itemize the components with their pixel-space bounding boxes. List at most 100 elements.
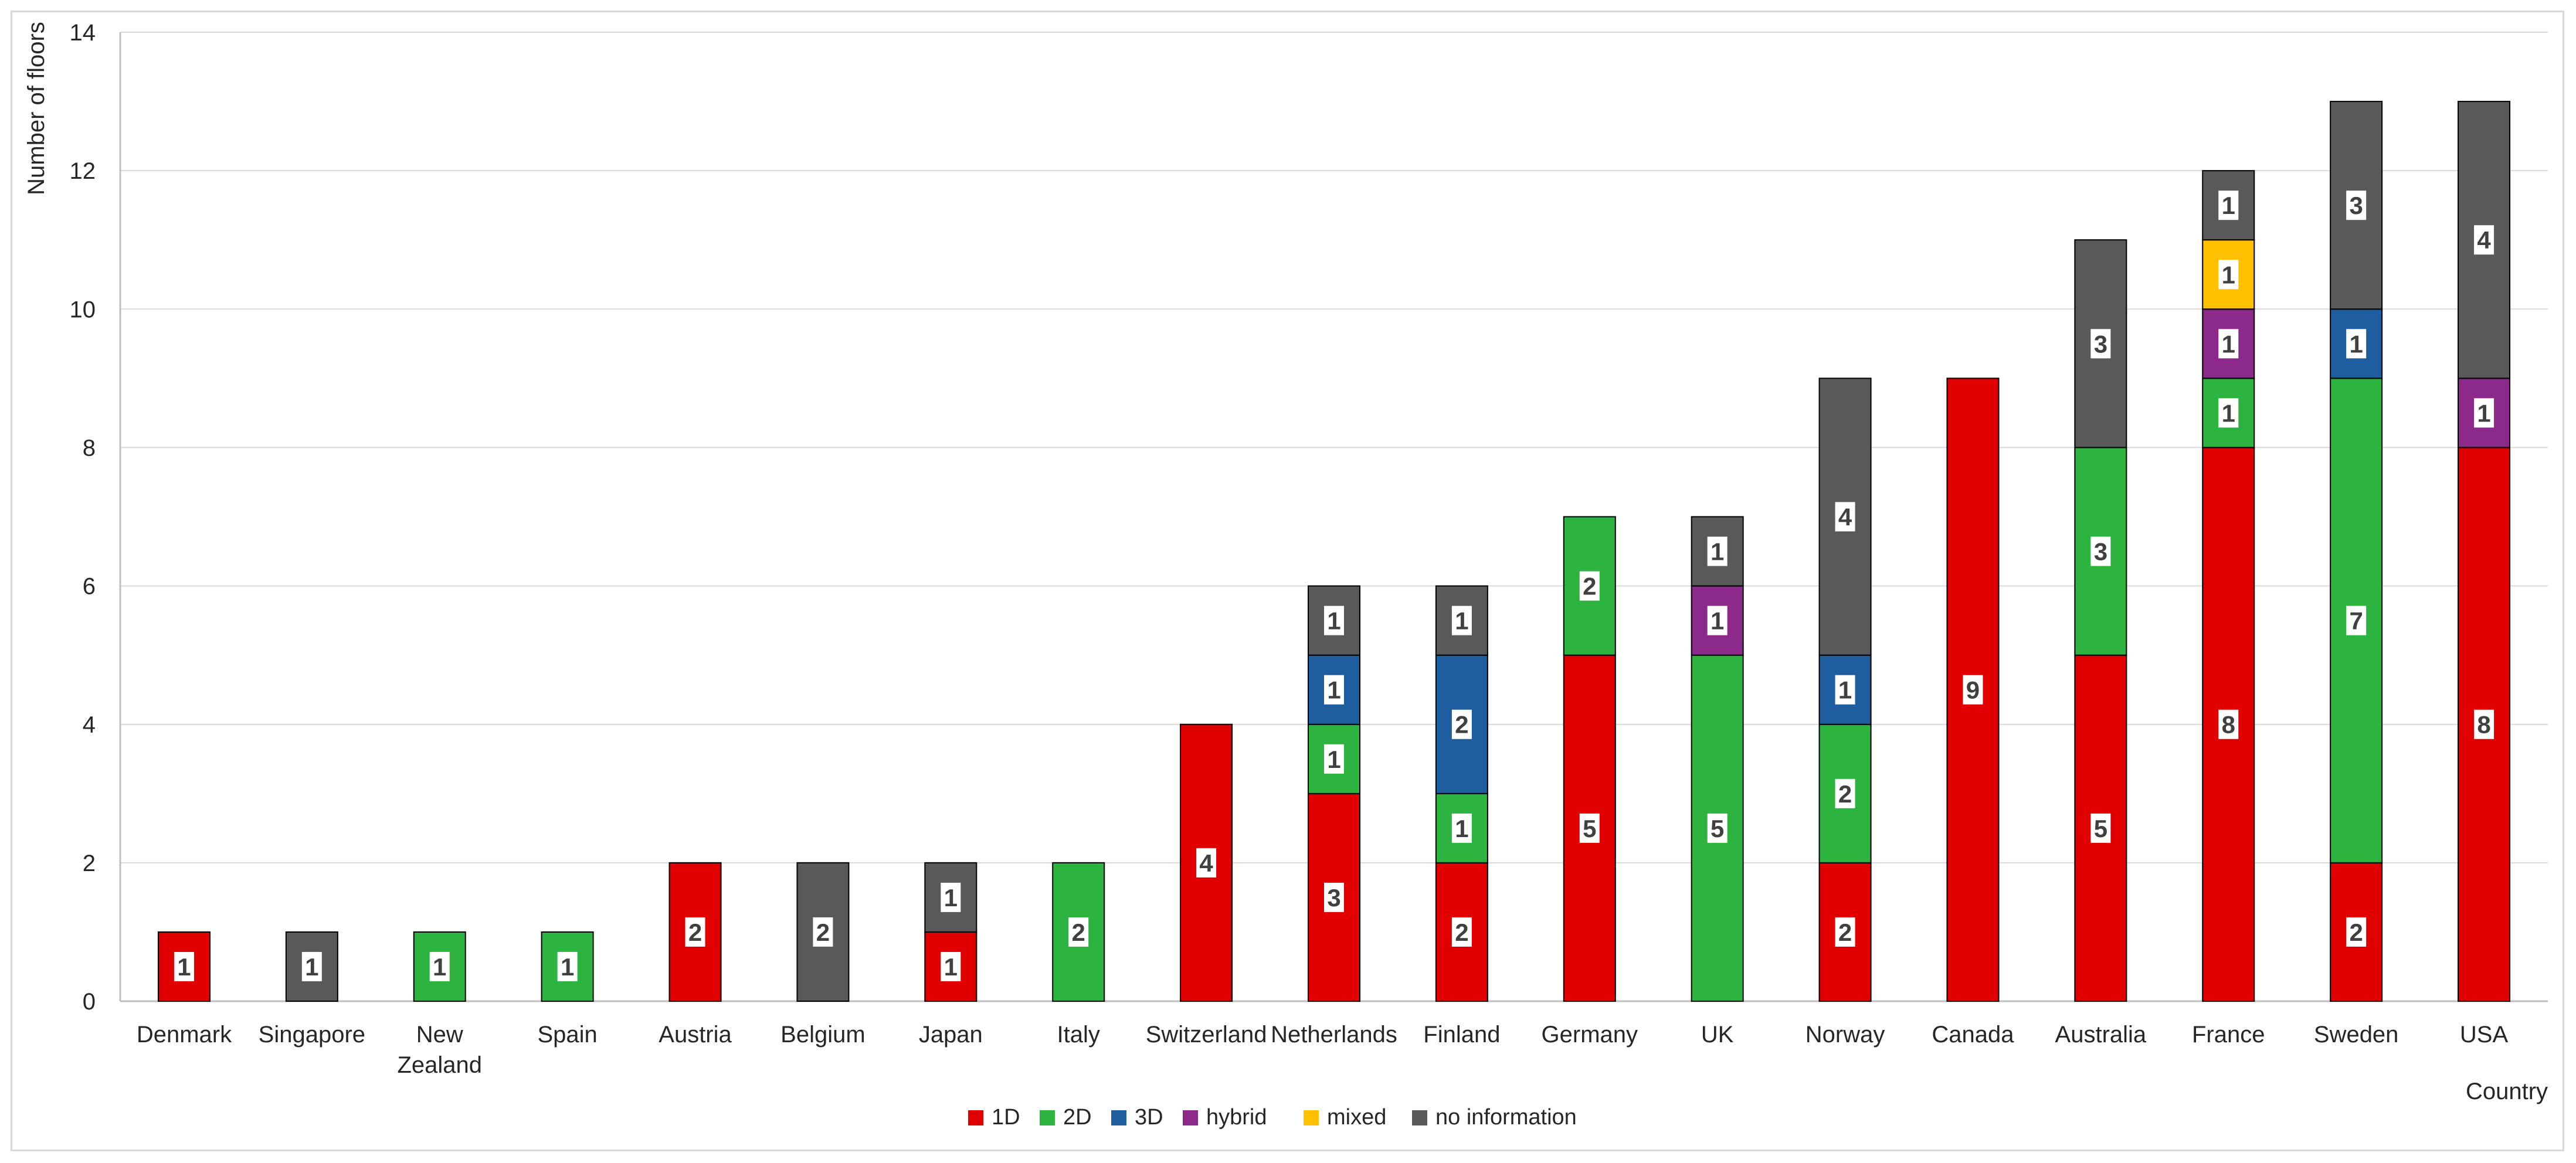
data-label: 1 <box>944 884 958 912</box>
data-label-box <box>1707 813 1727 843</box>
data-label: 1 <box>2222 261 2235 288</box>
x-tick-label: Finland <box>1423 1022 1500 1048</box>
legend-label: no information <box>1435 1105 1577 1130</box>
data-label: 2 <box>1583 573 1596 600</box>
data-label-box <box>1451 917 1472 947</box>
data-label-box <box>1835 502 1855 532</box>
x-tick-label: Singapore <box>259 1022 365 1048</box>
x-tick-label: New Zealand <box>397 1022 482 1078</box>
data-label-box <box>2218 398 2239 428</box>
data-label: 2 <box>816 919 830 946</box>
data-label: 1 <box>944 953 958 981</box>
legend-swatch-no-information <box>1412 1110 1427 1125</box>
x-tick-label: Denmark <box>137 1022 232 1048</box>
x-tick-label: Japan <box>919 1022 983 1048</box>
data-label-box <box>1068 917 1089 947</box>
y-tick-label: 12 <box>70 158 96 184</box>
data-label: 1 <box>2222 330 2235 358</box>
bar-segment-no-information[interactable] <box>2202 170 2255 241</box>
data-label: 1 <box>2222 399 2235 427</box>
x-tick-label: France <box>2192 1022 2265 1048</box>
data-label-box <box>174 951 194 981</box>
data-label: 8 <box>2477 711 2490 739</box>
y-tick-label: 10 <box>70 297 96 322</box>
x-tick-label: Austria <box>659 1022 732 1048</box>
data-label: 9 <box>1966 676 1980 704</box>
y-axis-title: Number of floors <box>23 22 49 195</box>
data-label: 1 <box>1455 607 1468 635</box>
data-label-box <box>1324 882 1344 912</box>
data-label: 5 <box>1710 815 1724 842</box>
y-tick-label: 0 <box>83 989 96 1015</box>
legend-swatch-3d <box>1111 1110 1126 1125</box>
data-label-box <box>1324 744 1344 774</box>
x-tick-label: Italy <box>1057 1022 1100 1048</box>
data-label-box <box>2346 191 2367 220</box>
y-tick-label: 2 <box>83 851 96 876</box>
legend-swatch-1d <box>968 1110 983 1125</box>
x-tick-label: Belgium <box>780 1022 866 1048</box>
data-label-box <box>1579 813 1600 843</box>
data-label-box <box>2474 225 2494 255</box>
data-label: 1 <box>305 953 318 981</box>
legend-label: hybrid <box>1206 1105 1267 1130</box>
data-label: 2 <box>1838 919 1852 946</box>
y-tick-label: 4 <box>83 712 96 738</box>
data-label-box <box>1835 675 1855 705</box>
data-label: 2 <box>1072 919 1085 946</box>
data-label-box <box>2346 606 2367 635</box>
data-label-box <box>1324 675 1344 705</box>
y-tick-label: 14 <box>70 20 96 46</box>
data-label-box <box>301 951 322 981</box>
data-label-box <box>1324 606 1344 635</box>
x-tick-label: Spain <box>537 1022 597 1048</box>
data-label-box <box>941 882 961 912</box>
data-label: 3 <box>2349 192 2363 219</box>
data-label: 2 <box>1838 780 1852 808</box>
data-label-box <box>2090 329 2111 359</box>
data-label-box <box>1707 606 1727 635</box>
data-label: 1 <box>177 953 191 981</box>
data-label: 4 <box>1199 849 1213 877</box>
data-label-box <box>2218 709 2239 739</box>
legend-swatch-2d <box>1040 1110 1055 1125</box>
legend-label: mixed <box>1327 1105 1386 1130</box>
data-label-box <box>2474 709 2494 739</box>
bar-segment-no-information[interactable] <box>285 931 338 1002</box>
data-label: 1 <box>561 953 574 981</box>
data-label: 1 <box>2349 330 2363 358</box>
y-tick-label: 6 <box>83 574 96 600</box>
data-label: 1 <box>1455 815 1468 842</box>
x-tick-label: UK <box>1701 1022 1734 1048</box>
data-label-box <box>1196 848 1217 878</box>
data-label: 3 <box>2094 538 2107 566</box>
x-tick-label: Norway <box>1805 1022 1885 1048</box>
y-tick-label: 8 <box>83 435 96 461</box>
x-tick-label: Australia <box>2055 1022 2147 1048</box>
data-label: 4 <box>2477 226 2491 254</box>
data-label-box <box>2346 917 2367 947</box>
legend-label: 3D <box>1135 1105 1163 1130</box>
x-axis-title: Country <box>2466 1079 2548 1104</box>
data-label-box <box>813 917 833 947</box>
data-label-box <box>685 917 705 947</box>
data-label-box <box>2218 329 2239 359</box>
data-label: 2 <box>2349 919 2363 946</box>
x-tick-label: USA <box>2460 1022 2509 1048</box>
data-label: 7 <box>2349 607 2363 635</box>
bar-segment-1d[interactable] <box>668 862 722 1002</box>
data-label: 2 <box>688 919 702 946</box>
data-label: 1 <box>1327 746 1340 773</box>
x-tick-label: Netherlands <box>1271 1022 1397 1048</box>
data-label: 2 <box>1455 711 1468 739</box>
data-label-box <box>1835 917 1855 947</box>
data-label-box <box>2474 398 2494 428</box>
data-label: 1 <box>2222 192 2235 219</box>
x-tick-label: Germany <box>1542 1022 1638 1048</box>
data-label: 3 <box>1327 884 1340 912</box>
data-label-box <box>1451 813 1472 843</box>
x-tick-label: Switzerland <box>1146 1022 1267 1048</box>
legend-label: 2D <box>1063 1105 1092 1130</box>
data-label-box <box>1963 675 1983 705</box>
